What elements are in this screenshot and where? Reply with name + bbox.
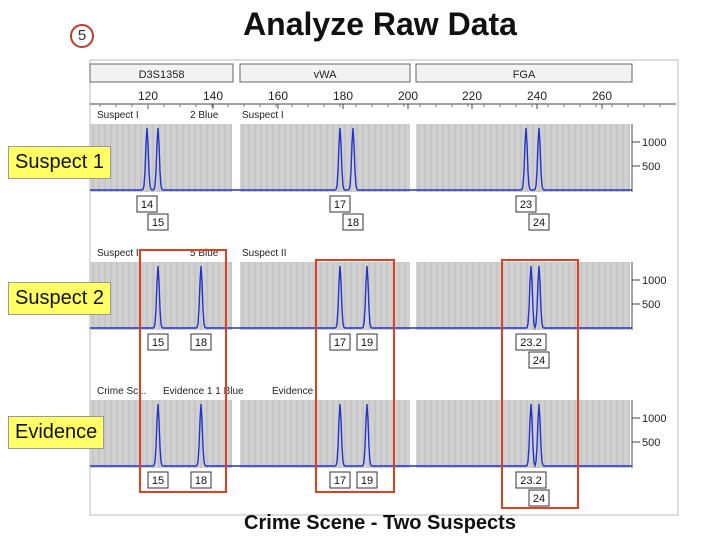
allele-call-box (147, 213, 169, 231)
allele-call-box (136, 195, 158, 213)
panel-header-left: Crime Sc... (97, 386, 146, 397)
axis-tick-label: 140 (203, 89, 223, 103)
y-axis-tick-label: 500 (642, 437, 660, 449)
panel-label-evidence: Evidence (8, 416, 105, 449)
allele-call-label: 17 (334, 475, 346, 487)
allele-call-box (356, 333, 378, 351)
allele-call-box (515, 333, 547, 351)
bin-shading (240, 262, 410, 330)
allele-call-label: 15 (152, 217, 164, 229)
allele-call-box (528, 213, 550, 231)
allele-call-label: 18 (195, 475, 207, 487)
electropherogram-trace (90, 127, 632, 191)
allele-call-label: 15 (152, 475, 164, 487)
bin-shading (240, 124, 410, 192)
allele-call-box (147, 471, 169, 489)
panel-header-mid: 2 Blue (190, 110, 219, 121)
panel-header-left: Suspect II (97, 248, 141, 259)
y-axis-tick-label: 500 (642, 161, 660, 173)
axis-tick-label: 200 (398, 89, 418, 103)
y-axis-tick-label: 1000 (642, 137, 666, 149)
locus-box (239, 63, 411, 83)
locus-name: vWA (314, 69, 337, 81)
axis-tick-label: 260 (592, 89, 612, 103)
axis-tick-label: 120 (138, 89, 158, 103)
allele-call-label: 17 (334, 199, 346, 211)
allele-call-box (190, 471, 212, 489)
bin-shading (240, 400, 410, 468)
panel-header-right: Evidence (272, 386, 314, 397)
allele-call-label: 19 (361, 337, 373, 349)
y-axis-tick-label: 1000 (642, 275, 666, 287)
allele-call-box (342, 213, 364, 231)
electropherogram-trace (90, 265, 632, 331)
slide-title: Analyze Raw Data (243, 6, 517, 42)
y-axis-tick-label: 500 (642, 299, 660, 311)
match-highlight-box (315, 259, 395, 493)
locus-name: D3S1358 (139, 69, 185, 81)
allele-call-box (515, 195, 537, 213)
locus-box (415, 63, 633, 83)
panel-label-suspect-2: Suspect 2 (8, 282, 111, 315)
allele-call-label: 17 (334, 337, 346, 349)
allele-call-label: 19 (361, 475, 373, 487)
bin-shading (416, 400, 630, 468)
allele-call-label: 24 (533, 355, 545, 367)
allele-call-label: 15 (152, 337, 164, 349)
panel-label-suspect-1: Suspect 1 (8, 146, 111, 179)
panel-header-mid: 5 Blue (190, 248, 219, 259)
allele-call-box (528, 489, 550, 507)
axis-tick-label: 220 (462, 89, 482, 103)
allele-call-label: 24 (533, 217, 545, 229)
allele-call-box (515, 471, 547, 489)
allele-call-box (356, 471, 378, 489)
allele-call-box (147, 333, 169, 351)
allele-call-label: 24 (533, 493, 545, 505)
match-highlight-box (139, 249, 227, 493)
allele-call-box (528, 351, 550, 369)
axis-tick-label: 160 (268, 89, 288, 103)
slide-caption: Crime Scene - Two Suspects (244, 512, 516, 534)
y-axis-tick-label: 1000 (642, 413, 666, 425)
axis-tick-label: 180 (333, 89, 353, 103)
allele-call-label: 23 (520, 199, 532, 211)
allele-call-box (190, 333, 212, 351)
locus-box (89, 63, 234, 83)
allele-call-label: 23.2 (520, 475, 541, 487)
panel-header-left: Suspect I (97, 110, 139, 121)
match-highlight-box (501, 259, 579, 509)
panel-header-right: Suspect II (242, 248, 286, 259)
electropherogram-trace (90, 403, 632, 469)
allele-call-label: 14 (141, 199, 153, 211)
locus-name: FGA (513, 69, 536, 81)
allele-call-box (329, 471, 351, 489)
bin-shading (416, 262, 630, 330)
axis-tick-label: 240 (527, 89, 547, 103)
panel-header-right: Suspect I (242, 110, 284, 121)
allele-call-label: 23.2 (520, 337, 541, 349)
allele-call-label: 18 (195, 337, 207, 349)
allele-call-box (329, 195, 351, 213)
panel-header-mid: Evidence 1 1 Blue (163, 386, 244, 397)
slide-number-badge: 5 (70, 24, 94, 48)
allele-call-box (329, 333, 351, 351)
allele-call-label: 18 (347, 217, 359, 229)
